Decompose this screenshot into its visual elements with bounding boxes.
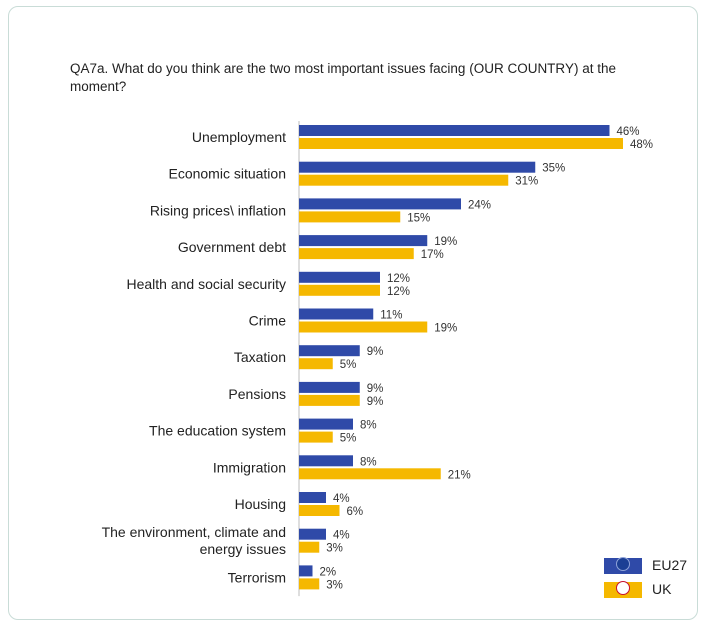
bar-uk bbox=[299, 248, 414, 260]
bar-uk bbox=[299, 468, 441, 480]
data-label-uk: 17% bbox=[421, 249, 444, 261]
data-label-eu27: 9% bbox=[367, 346, 384, 358]
legend-label-eu27: EU27 bbox=[652, 557, 688, 573]
data-label-uk: 6% bbox=[347, 506, 364, 518]
data-label-uk: 9% bbox=[367, 396, 384, 408]
question-title: QA7a. What do you think are the two most… bbox=[70, 61, 616, 94]
data-label-eu27: 24% bbox=[468, 199, 491, 211]
data-label-eu27: 9% bbox=[367, 383, 384, 395]
data-label-eu27: 35% bbox=[542, 163, 565, 175]
data-label-eu27: 2% bbox=[320, 566, 337, 578]
bar-uk bbox=[299, 358, 333, 370]
legend-item-uk: UK bbox=[604, 580, 694, 600]
bar-uk bbox=[299, 394, 360, 406]
category-label: Crime bbox=[249, 313, 287, 329]
data-label-uk: 15% bbox=[407, 212, 430, 224]
category-label: Pensions bbox=[228, 386, 286, 402]
data-label-eu27: 12% bbox=[387, 273, 410, 285]
data-label-eu27: 19% bbox=[434, 236, 457, 248]
category-label: Health and social security bbox=[126, 276, 286, 292]
bar-eu27 bbox=[299, 455, 353, 467]
bar-uk bbox=[299, 174, 509, 186]
bar-uk bbox=[299, 505, 340, 516]
category-label: Taxation bbox=[234, 349, 286, 365]
category-label: Terrorism bbox=[228, 569, 286, 585]
legend-label-uk: UK bbox=[652, 581, 672, 597]
bar-eu27 bbox=[299, 161, 536, 173]
bar-uk bbox=[299, 541, 320, 553]
bar-uk bbox=[299, 321, 428, 333]
data-label-eu27: 4% bbox=[333, 493, 350, 505]
data-label-uk: 12% bbox=[387, 286, 410, 298]
data-label-uk: 48% bbox=[630, 139, 653, 151]
data-label-eu27: 11% bbox=[380, 310, 402, 322]
category-label: Economic situation bbox=[168, 166, 286, 182]
category-label: energy issues bbox=[200, 541, 286, 557]
bar-eu27 bbox=[299, 235, 428, 247]
data-label-eu27: 4% bbox=[333, 530, 350, 542]
bar-eu27 bbox=[299, 565, 313, 577]
category-label: Rising prices\ inflation bbox=[150, 202, 286, 218]
bar-eu27 bbox=[299, 198, 461, 210]
bar-uk bbox=[299, 431, 333, 443]
legend-item-eu27: EU27 bbox=[604, 556, 694, 576]
bar-uk bbox=[299, 284, 380, 296]
data-label-uk: 21% bbox=[448, 469, 471, 481]
data-label-uk: 3% bbox=[326, 579, 343, 591]
bar-eu27 bbox=[299, 345, 360, 357]
uk-flag-icon bbox=[616, 581, 630, 595]
bar-uk bbox=[299, 211, 401, 223]
bar-eu27 bbox=[299, 271, 380, 283]
data-label-eu27: 8% bbox=[360, 456, 377, 468]
bar-uk bbox=[299, 138, 623, 149]
data-label-uk: 3% bbox=[326, 543, 343, 555]
category-label: The education system bbox=[149, 423, 286, 439]
data-label-uk: 31% bbox=[515, 176, 538, 188]
bar-eu27 bbox=[299, 418, 353, 430]
bar-eu27 bbox=[299, 381, 360, 393]
bar-eu27 bbox=[299, 125, 610, 136]
category-label: Government debt bbox=[178, 239, 286, 255]
data-label-uk: 5% bbox=[340, 359, 357, 371]
category-label: Unemployment bbox=[192, 129, 286, 145]
bar-eu27 bbox=[299, 308, 374, 320]
bar-eu27 bbox=[299, 492, 326, 503]
data-label-uk: 19% bbox=[434, 323, 457, 335]
data-label-eu27: 8% bbox=[360, 420, 377, 432]
data-label-eu27: 46% bbox=[617, 126, 640, 138]
data-label-uk: 5% bbox=[340, 433, 357, 445]
category-label: Immigration bbox=[213, 459, 286, 475]
category-label: The environment, climate and bbox=[102, 524, 286, 540]
category-label: Housing bbox=[235, 496, 286, 512]
bar-uk bbox=[299, 578, 320, 590]
eu-flag-icon bbox=[616, 557, 630, 571]
bar-eu27 bbox=[299, 528, 326, 540]
